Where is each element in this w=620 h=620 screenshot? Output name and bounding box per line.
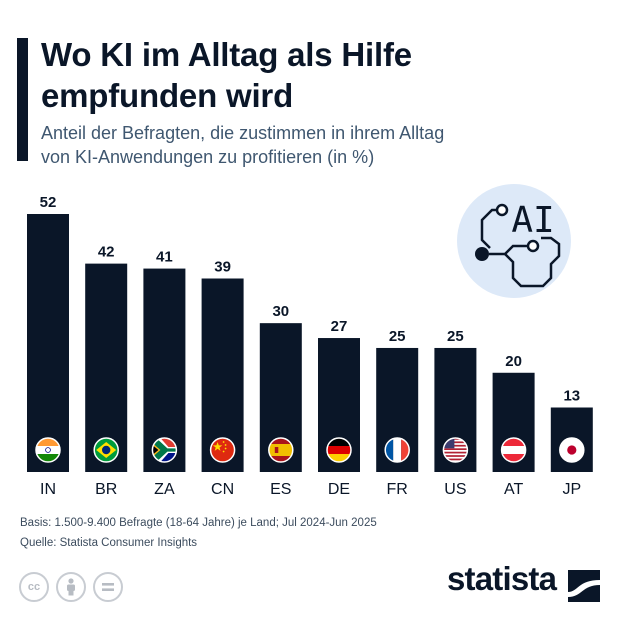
flag-ring [384, 437, 410, 463]
ai-badge-text: AI [511, 200, 554, 241]
x-tick-label-es: ES [270, 481, 291, 498]
flag-ring [93, 437, 119, 463]
data-label-za: 41 [156, 249, 173, 266]
x-tick-label-in: IN [40, 481, 56, 498]
page-title: Wo KI im Alltag als Hilfe empfunden wird [41, 34, 601, 116]
flag-ring [209, 437, 236, 463]
data-label-at: 20 [505, 353, 522, 370]
flag-ring [442, 437, 469, 463]
flag-ring [500, 437, 527, 463]
flag-ring [35, 437, 61, 463]
title-line-1: Wo KI im Alltag als Hilfe [41, 36, 412, 73]
subtitle-line-1: Anteil der Befragten, die zustimmen in i… [41, 123, 445, 143]
statista-logo-text: statista [447, 560, 557, 597]
title-accent-bar [17, 38, 28, 161]
flag-india-icon [36, 438, 60, 462]
flag-austria-icon [501, 438, 526, 462]
flag-germany-icon [327, 438, 351, 462]
x-tick-label-de: DE [328, 481, 350, 498]
page-subtitle: Anteil der Befragten, die zustimmen in i… [41, 121, 601, 169]
data-label-in: 52 [40, 194, 57, 211]
flag-ring [326, 437, 352, 463]
data-label-de: 27 [331, 318, 348, 335]
data-label-br: 42 [98, 244, 115, 261]
basis-note: Basis: 1.500-9.400 Befragte (18-64 Jahre… [20, 517, 377, 529]
x-tick-label-at: AT [504, 481, 523, 498]
flag-ring [151, 437, 178, 463]
bar-in [27, 214, 69, 472]
cc-icon: cc [19, 572, 49, 602]
flag-south-africa-icon [152, 438, 177, 462]
x-tick-label-br: BR [95, 481, 117, 498]
x-tick-label-us: US [444, 481, 466, 498]
x-tick-label-fr: FR [387, 481, 408, 498]
attribution-icon [56, 572, 86, 602]
flag-ring [268, 437, 294, 463]
data-label-es: 30 [272, 303, 289, 320]
data-label-fr: 25 [389, 328, 406, 345]
data-label-us: 25 [447, 328, 464, 345]
subtitle-line-2: von KI-Anwendungen zu profitieren (in %) [41, 147, 375, 167]
x-tick-label-za: ZA [154, 481, 175, 498]
data-label-jp: 13 [563, 388, 580, 405]
source-note: Quelle: Statista Consumer Insights [20, 537, 198, 549]
circuit-ai-icon: AI [457, 184, 571, 298]
statista-logo-icon [568, 570, 600, 602]
title-line-2: empfunden wird [41, 77, 294, 114]
data-label-cn: 39 [214, 259, 231, 276]
x-tick-label-jp: JP [562, 481, 581, 498]
flag-ring [559, 437, 585, 463]
flag-france-icon [385, 438, 410, 462]
x-tick-label-cn: CN [211, 481, 234, 498]
no-derivatives-icon [93, 572, 123, 602]
